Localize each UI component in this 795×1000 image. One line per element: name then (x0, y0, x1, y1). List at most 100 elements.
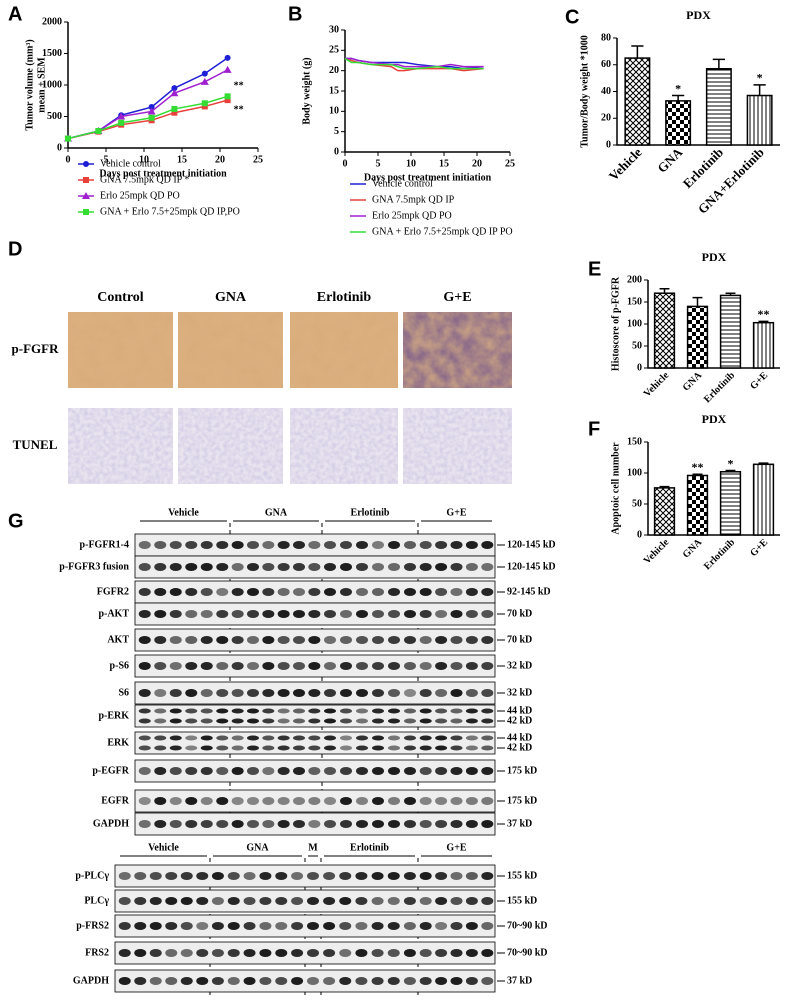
band (227, 977, 240, 985)
band (138, 708, 151, 714)
band (340, 689, 352, 697)
band (169, 588, 182, 596)
y-tick-label: 0 (606, 139, 611, 150)
band (450, 708, 463, 714)
band (169, 541, 182, 549)
band (211, 897, 224, 905)
panel-label: D (8, 238, 22, 260)
band (481, 767, 494, 775)
band (419, 689, 432, 697)
y-tick-label: 100 (627, 318, 642, 329)
band (308, 610, 321, 618)
line (67, 57, 229, 140)
band (404, 708, 416, 714)
y-axis-label: Body weight (g) (301, 57, 312, 124)
band (465, 922, 478, 930)
band (324, 820, 336, 828)
bar (719, 294, 742, 369)
band (247, 797, 259, 805)
band (308, 662, 321, 670)
band (387, 897, 400, 905)
blot-label: p-ERK (98, 710, 129, 721)
y-axis-label: Tumor/Body weight *1000 (579, 35, 590, 147)
band (277, 689, 290, 697)
blot-label: FGFR2 (97, 586, 129, 597)
y-tick-label: 30 (329, 24, 339, 35)
band (138, 718, 151, 724)
band (481, 636, 494, 644)
bar (686, 474, 709, 536)
blot-label: EGFR (101, 795, 130, 806)
band (356, 662, 368, 670)
size-label: 70~90 kD (507, 947, 547, 958)
error-bar (659, 288, 670, 294)
band (323, 897, 336, 905)
x-tick-label: G+E (748, 370, 770, 392)
band (340, 820, 352, 828)
band (355, 897, 368, 905)
band (388, 689, 400, 697)
size-label: 70 kD (507, 608, 532, 619)
marker (83, 177, 89, 183)
band (481, 588, 494, 596)
band (340, 767, 352, 775)
band (277, 563, 290, 571)
marker (170, 89, 179, 97)
band (435, 949, 448, 957)
band (227, 949, 240, 957)
band (450, 872, 463, 880)
band (293, 541, 305, 549)
band (293, 662, 305, 670)
band (481, 820, 494, 828)
band (403, 977, 416, 985)
size-label: 32 kD (507, 660, 532, 671)
band (259, 897, 272, 905)
band (138, 563, 151, 571)
band (277, 797, 290, 805)
band (388, 735, 400, 741)
panel-label: E (588, 258, 601, 280)
band (259, 977, 272, 985)
band (355, 949, 368, 957)
band (259, 872, 272, 880)
band (180, 977, 193, 985)
band (356, 689, 368, 697)
band (372, 820, 384, 828)
band (149, 977, 162, 985)
band (308, 588, 321, 596)
band (165, 897, 178, 905)
legend-label: Erlo 25mpk QD PO (372, 210, 452, 221)
band (200, 689, 213, 697)
band (277, 708, 290, 714)
bar (624, 57, 651, 146)
x-tick-label: G+E (748, 537, 770, 559)
band (247, 767, 259, 775)
size-label: 92-145 kD (507, 586, 551, 597)
band (200, 708, 213, 714)
band (339, 872, 352, 880)
band (308, 797, 321, 805)
band (481, 897, 494, 905)
blot-label: GAPDH (93, 818, 129, 829)
x-tick-label: 0 (343, 158, 348, 169)
band (450, 897, 463, 905)
band (293, 588, 305, 596)
band (275, 977, 288, 985)
band (243, 872, 256, 880)
band (307, 949, 319, 957)
band (481, 610, 494, 618)
band (211, 949, 224, 957)
band (435, 636, 448, 644)
band (372, 610, 384, 618)
significance: ** (692, 460, 704, 474)
band (404, 718, 416, 724)
band (185, 820, 198, 828)
bar (752, 321, 775, 369)
micrograph-texture (68, 408, 173, 484)
band (435, 897, 448, 905)
band (340, 610, 352, 618)
band (435, 977, 448, 985)
band (388, 820, 400, 828)
band (196, 922, 209, 930)
band (324, 636, 336, 644)
